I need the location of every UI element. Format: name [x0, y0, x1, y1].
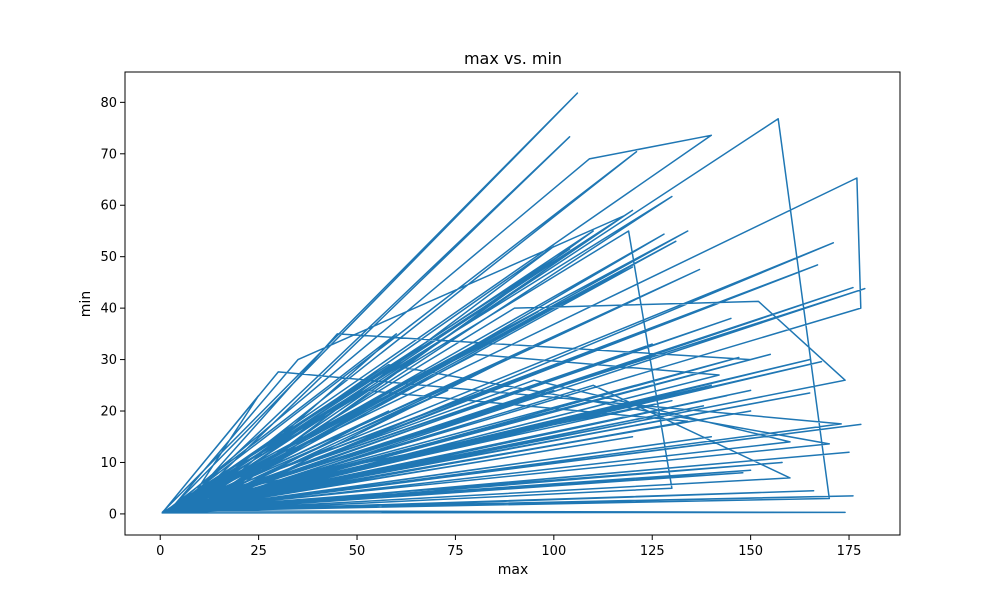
- y-tick-label: 40: [100, 302, 117, 317]
- y-axis-title: min: [78, 291, 94, 317]
- y-tick-label: 10: [100, 456, 117, 471]
- y-tick-label: 30: [100, 353, 117, 368]
- y-tick-label: 60: [100, 199, 117, 214]
- x-tick-label: 125: [640, 544, 665, 559]
- x-tick-label: 0: [156, 544, 164, 559]
- chart-title: max vs. min: [464, 49, 562, 68]
- x-tick-label: 75: [447, 544, 464, 559]
- x-tick-label: 175: [837, 544, 862, 559]
- y-tick-label: 50: [100, 250, 117, 265]
- y-tick-label: 0: [109, 507, 117, 522]
- x-tick-label: 150: [738, 544, 763, 559]
- y-tick-label: 20: [100, 405, 117, 420]
- y-tick-label: 80: [100, 96, 117, 111]
- x-tick-label: 100: [541, 544, 566, 559]
- x-tick-label: 50: [349, 544, 366, 559]
- y-tick-label: 70: [100, 147, 117, 162]
- x-axis-title: max: [498, 562, 529, 578]
- x-tick-label: 25: [250, 544, 267, 559]
